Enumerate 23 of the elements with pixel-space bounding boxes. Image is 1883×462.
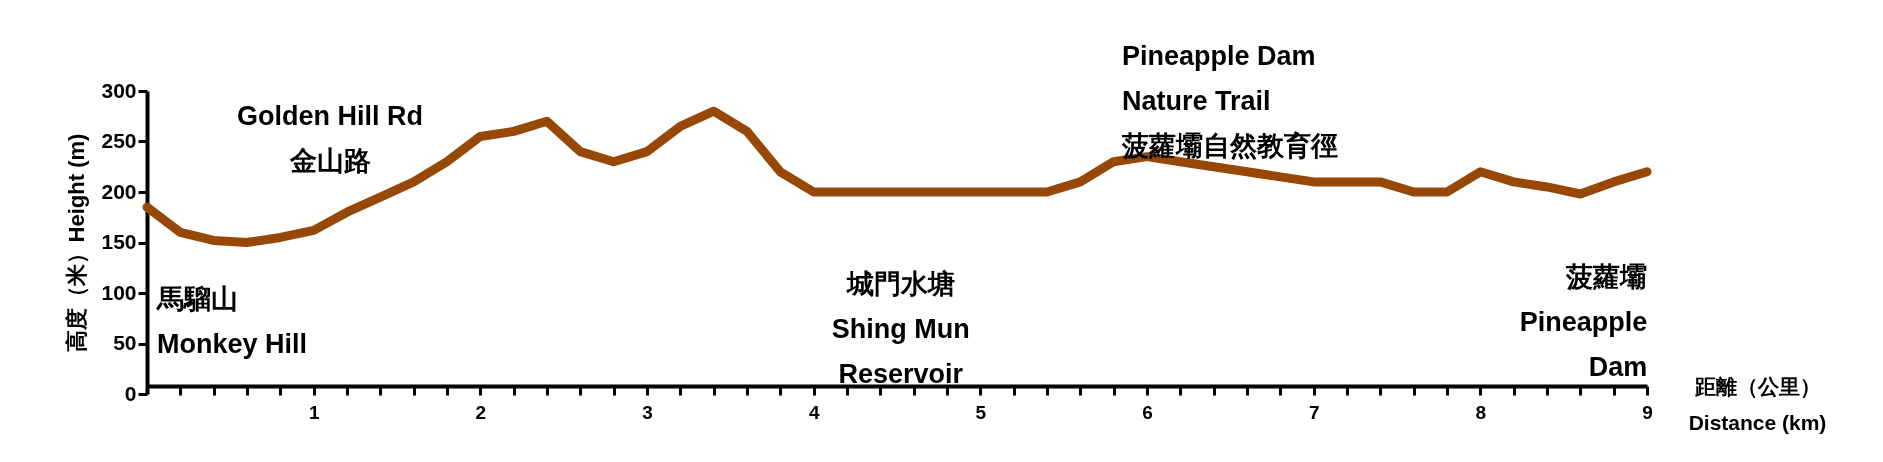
annotation: 菠蘿壩 Pineapple Dam [1519,262,1648,383]
annotation: Pineapple Dam Nature Trail 菠蘿壩自然教育徑 [1121,40,1338,161]
x-tick-label: 8 [1475,401,1487,423]
x-tick-label: 5 [975,401,987,423]
y-tick-label: 50 [113,331,137,354]
y-tick-label: 0 [124,381,137,405]
y-axis-title: 高度（米）Height (m) [64,133,90,353]
x-tick-label: 6 [1142,401,1153,423]
y-tick-label: 100 [101,280,137,304]
x-tick-label: 2 [475,401,487,423]
annotation: 馬騮山 Monkey Hill [156,284,308,360]
y-tick-label: 300 [101,78,137,102]
x-tick-label: 9 [1642,401,1653,423]
y-tick-label: 250 [101,129,137,152]
x-tick-label: 4 [808,401,820,423]
annotation: 城門水塘 Shing Mun Reservoir [831,269,970,389]
x-tick-label: 7 [1308,401,1320,423]
x-axis-title: 距離（公里） Distance (km) [1688,374,1827,434]
x-tick-label: 1 [308,401,320,423]
annotation: Golden Hill Rd 金山路 [237,101,423,177]
y-tick-label: 150 [101,230,137,253]
y-tick-label: 200 [101,179,137,203]
x-tick-label: 3 [642,401,653,423]
